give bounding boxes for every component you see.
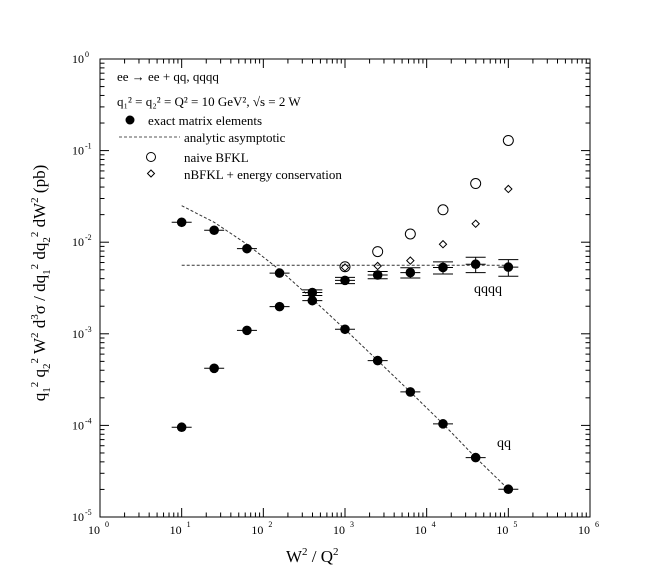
- x-tick-label: 10: [415, 523, 427, 537]
- legend-label-exact: exact matrix elements: [148, 113, 262, 128]
- series-0-point-4: [307, 295, 318, 306]
- series-2-point-5: [502, 134, 514, 146]
- x-tick-label-exp: 0: [105, 520, 109, 529]
- series-3-point-2: [406, 256, 415, 265]
- series-1-point-3: [274, 301, 285, 312]
- series-2-point-4: [470, 178, 482, 190]
- y-tick-label: 10: [72, 418, 84, 432]
- x-tick-label-exp: 5: [513, 520, 517, 529]
- legend-label-nbfkl: nBFKL + energy conservation: [184, 167, 342, 182]
- x-tick-label: 10: [88, 523, 100, 537]
- series-0-point-1: [209, 225, 219, 236]
- annotation-qq: qq: [497, 436, 511, 451]
- legend-marker-naive: [146, 152, 156, 162]
- y-axis-title: q12 q22 W2 d3σ / dq12 dq22 dW2 (pb): [29, 165, 53, 402]
- series-1-point-10: [503, 262, 514, 272]
- x-tick-label-exp: 3: [350, 520, 354, 529]
- legend-label-naive: naive BFKL: [184, 150, 249, 165]
- asymptotic-curve-4: [181, 205, 509, 490]
- series-1-point-8: [438, 262, 448, 273]
- series-0-point-3: [274, 268, 285, 278]
- series-0-point-5: [340, 324, 350, 335]
- chart-title-line-1: ee → ee + qq, qqqq: [117, 69, 219, 84]
- series-3-point-1: [373, 261, 382, 271]
- y-tick-label-exp: -1: [85, 142, 92, 151]
- series-0-point-10: [503, 484, 514, 495]
- series-3-point-0: [340, 263, 350, 272]
- y-tick-label: 10: [72, 144, 84, 158]
- series-1-point-7: [405, 267, 416, 278]
- y-tick-label: 10: [72, 52, 84, 66]
- series-0-point-9: [470, 452, 481, 463]
- series-0-point-2: [242, 243, 252, 254]
- x-tick-label: 10: [496, 523, 508, 537]
- x-tick-label-exp: 2: [268, 520, 272, 529]
- y-tick-label: 10: [72, 235, 84, 249]
- y-tick-label: 10: [72, 510, 84, 524]
- series-1-point-5: [340, 275, 350, 286]
- series-0-point-0: [176, 217, 187, 228]
- y-tick-label-exp: -4: [85, 416, 92, 425]
- series-1-point-6: [372, 270, 383, 280]
- series-3-point-4: [471, 219, 480, 229]
- x-tick-label: 10: [251, 523, 263, 537]
- series-0-point-8: [438, 419, 448, 429]
- y-tick-label: 10: [72, 327, 84, 341]
- y-tick-label-exp: 0: [85, 50, 89, 59]
- x-tick-label: 10: [333, 523, 345, 537]
- x-tick-label-exp: 6: [595, 520, 599, 529]
- y-tick-label-exp: -2: [85, 233, 92, 242]
- series-2-point-3: [437, 204, 449, 216]
- series-0-point-6: [372, 355, 383, 366]
- series-1-point-4: [307, 287, 318, 298]
- series-1-point-9: [470, 259, 481, 270]
- y-tick-label-exp: -5: [85, 508, 92, 517]
- annotation-qqqq: qqqq: [474, 282, 502, 297]
- series-1-point-2: [242, 325, 252, 336]
- x-tick-label: 10: [170, 523, 182, 537]
- series-1-point-1: [209, 363, 219, 374]
- axis-tick-labels: 10 0 10 1 10 2 10 3 10 4 10 5 10 610 -510 -410 -310 -210-…: [72, 50, 599, 537]
- series-0-point-7: [405, 387, 416, 397]
- series-3-point-3: [438, 239, 448, 249]
- series-2-point-1: [372, 246, 384, 258]
- data-points: [171, 134, 519, 495]
- x-axis-title: W2 / Q2: [286, 546, 339, 566]
- chart-title-line-2: q₁² = q₂² = Q² = 10 GeV², √s = 2 W: [117, 94, 301, 109]
- x-tick-label-exp: 4: [432, 520, 436, 529]
- svg-text:q12 q22 W2 d3σ / dq12 dq22 dW2: q12 q22 W2 d3σ / dq12 dq22 dW2 (pb): [29, 165, 53, 402]
- legend-marker-nbfkl: [146, 169, 156, 178]
- legend-marker-exact: [125, 115, 135, 125]
- series-3-point-5: [504, 184, 513, 194]
- chart-title-block: ee → ee + qq, qqqq q₁² = q₂² = Q² = 10 G…: [117, 69, 301, 109]
- axis-ticks: [99, 58, 591, 518]
- y-tick-label-exp: -3: [85, 325, 92, 334]
- x-tick-label: 10: [578, 523, 590, 537]
- asymptotic-curves: [181, 205, 509, 490]
- x-tick-label-exp: 1: [187, 520, 191, 529]
- series-1-point-0: [176, 422, 187, 433]
- legend-label-analytic: analytic asymptotic: [184, 130, 286, 145]
- series-2-point-2: [404, 228, 416, 240]
- legend: exact matrix elements analytic asymptoti…: [119, 113, 342, 182]
